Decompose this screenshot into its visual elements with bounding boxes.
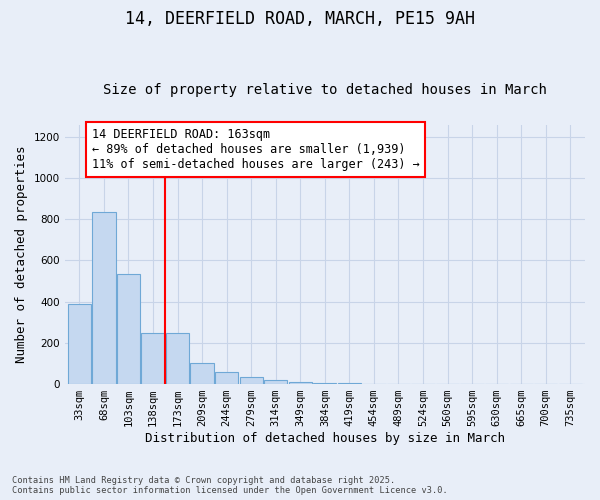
Title: Size of property relative to detached houses in March: Size of property relative to detached ho… [103, 83, 547, 97]
Bar [142, 333, 164, 384]
Bar [166, 333, 189, 384]
Bar [264, 380, 287, 384]
Bar [215, 372, 238, 384]
Bar [92, 212, 116, 384]
Text: 14 DEERFIELD ROAD: 163sqm
← 89% of detached houses are smaller (1,939)
11% of se: 14 DEERFIELD ROAD: 163sqm ← 89% of detac… [92, 128, 419, 170]
Bar [239, 377, 263, 384]
Bar [68, 304, 91, 384]
Text: 14, DEERFIELD ROAD, MARCH, PE15 9AH: 14, DEERFIELD ROAD, MARCH, PE15 9AH [125, 10, 475, 28]
X-axis label: Distribution of detached houses by size in March: Distribution of detached houses by size … [145, 432, 505, 445]
Bar [190, 364, 214, 384]
Text: Contains HM Land Registry data © Crown copyright and database right 2025.
Contai: Contains HM Land Registry data © Crown c… [12, 476, 448, 495]
Bar [289, 382, 312, 384]
Bar [313, 383, 337, 384]
Bar [117, 274, 140, 384]
Y-axis label: Number of detached properties: Number of detached properties [15, 146, 28, 363]
